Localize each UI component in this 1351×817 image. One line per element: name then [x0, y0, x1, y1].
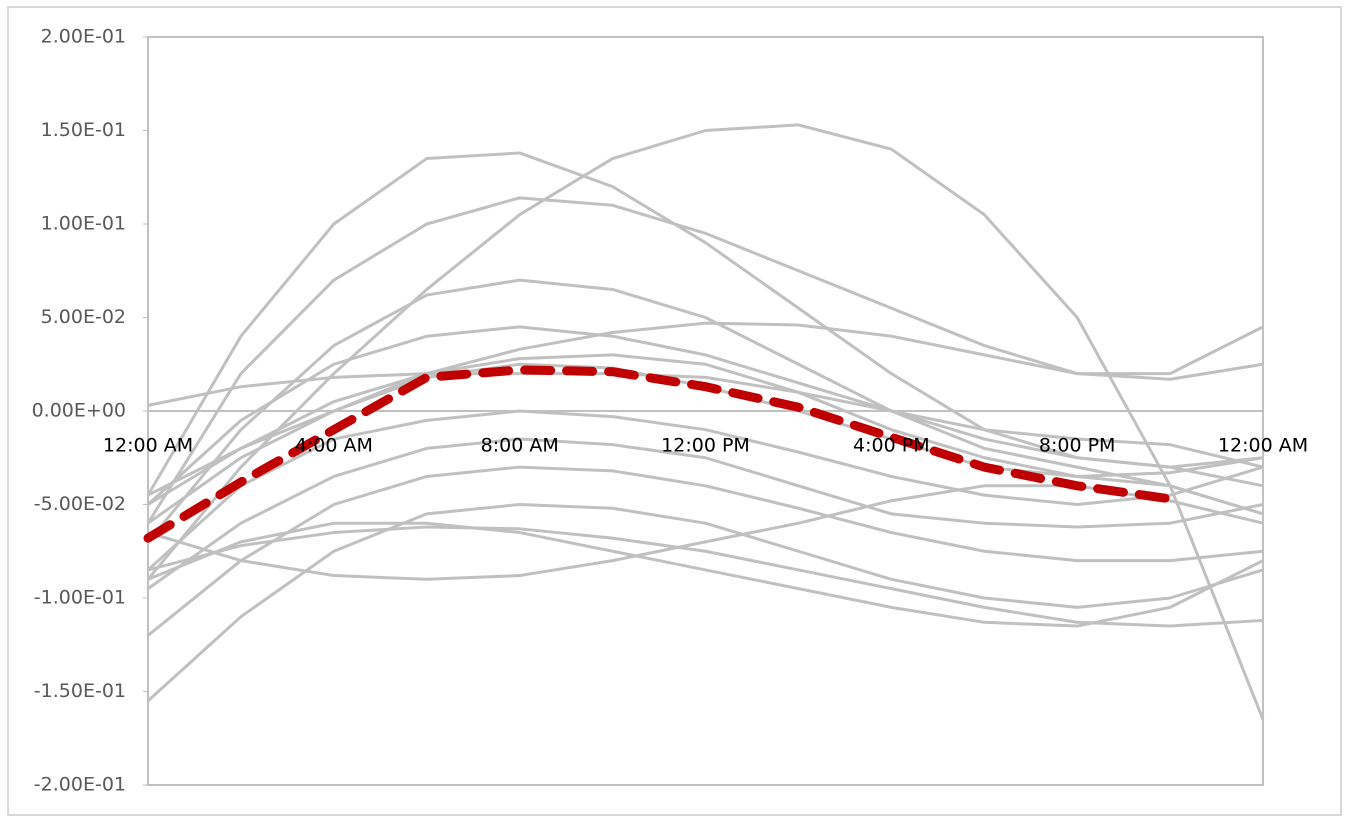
series-line — [146, 503, 1264, 702]
y-tick-label: -5.00E-02 — [34, 493, 126, 515]
x-tick-label: 4:00 AM — [295, 435, 373, 457]
y-tick-label: 5.00E-02 — [41, 306, 126, 328]
y-tick-label: 1.00E-01 — [41, 213, 126, 235]
series-line — [146, 123, 1265, 721]
average-line — [143, 365, 1175, 543]
series-line — [147, 525, 1264, 628]
x-tick-label: 4:00 PM — [853, 435, 930, 457]
series-line — [147, 437, 1264, 590]
series-line — [146, 325, 1264, 506]
series-line — [147, 521, 1264, 628]
y-tick-label: -2.00E-01 — [34, 774, 126, 796]
series-line — [146, 278, 1264, 543]
y-tick-label: -1.50E-01 — [34, 680, 126, 702]
series-line — [147, 353, 1264, 516]
x-tick-label: 12:00 AM — [103, 435, 193, 457]
y-tick-label: 2.00E-01 — [41, 26, 126, 48]
series-line — [147, 465, 1264, 637]
y-tick-label: 1.50E-01 — [41, 119, 126, 141]
x-tick-label: 12:00 AM — [1218, 435, 1308, 457]
x-tick-label: 8:00 AM — [481, 435, 559, 457]
x-tick-label: 8:00 PM — [1039, 435, 1116, 457]
series-line — [147, 372, 1264, 469]
y-tick-label: 0.00E+00 — [32, 400, 126, 422]
series-line — [146, 409, 1264, 572]
y-tick-label: -1.00E-01 — [34, 587, 126, 609]
x-tick-label: 12:00 PM — [661, 435, 750, 457]
